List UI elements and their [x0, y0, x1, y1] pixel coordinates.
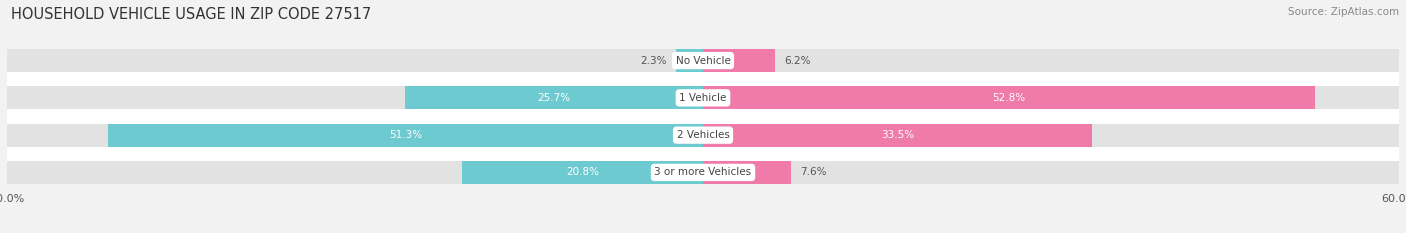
Text: 6.2%: 6.2% — [785, 56, 811, 65]
Text: 51.3%: 51.3% — [389, 130, 422, 140]
Bar — [7, 110, 1399, 123]
Text: 20.8%: 20.8% — [565, 168, 599, 177]
Bar — [7, 147, 1399, 161]
Text: 52.8%: 52.8% — [993, 93, 1026, 103]
Text: 7.6%: 7.6% — [800, 168, 827, 177]
Bar — [7, 123, 1399, 147]
Text: HOUSEHOLD VEHICLE USAGE IN ZIP CODE 27517: HOUSEHOLD VEHICLE USAGE IN ZIP CODE 2751… — [11, 7, 371, 22]
Bar — [108, 123, 703, 147]
Text: 1 Vehicle: 1 Vehicle — [679, 93, 727, 103]
Text: No Vehicle: No Vehicle — [675, 56, 731, 65]
Bar — [7, 161, 1399, 184]
Text: Source: ZipAtlas.com: Source: ZipAtlas.com — [1288, 7, 1399, 17]
Text: 2.3%: 2.3% — [641, 56, 666, 65]
Bar — [7, 49, 1399, 72]
Bar — [703, 161, 792, 184]
Bar — [703, 123, 1091, 147]
Bar — [405, 86, 703, 110]
Bar — [703, 49, 775, 72]
Text: 2 Vehicles: 2 Vehicles — [676, 130, 730, 140]
Bar — [7, 86, 1399, 110]
Bar — [7, 72, 1399, 86]
Bar — [703, 86, 1316, 110]
Text: 33.5%: 33.5% — [880, 130, 914, 140]
Bar — [676, 49, 703, 72]
Text: 3 or more Vehicles: 3 or more Vehicles — [654, 168, 752, 177]
Text: 25.7%: 25.7% — [537, 93, 571, 103]
Bar — [461, 161, 703, 184]
